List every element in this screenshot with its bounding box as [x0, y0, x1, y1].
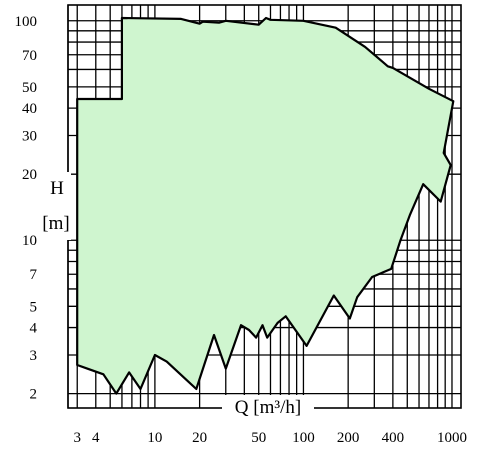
x-tick-label: 200 — [337, 430, 360, 446]
y-tick-label: 100 — [15, 14, 38, 30]
x-tick-label: 20 — [192, 430, 207, 446]
x-tick-label: 400 — [382, 430, 405, 446]
y-axis-title-group: H [m] — [41, 172, 71, 240]
y-tick-label: 7 — [30, 267, 38, 283]
y-axis-title-unit: [m] — [42, 213, 69, 234]
y-tick-label: 5 — [30, 299, 38, 315]
y-tick-label: 70 — [22, 48, 37, 64]
x-axis-title: Q [m³/h] — [235, 397, 301, 418]
performance-envelope-area — [76, 16, 455, 395]
y-tick-label: 3 — [30, 348, 38, 364]
x-tick-label: 100 — [292, 430, 315, 446]
x-tick-labels: 3 4 10 20 50 100 200 400 1000 — [73, 430, 467, 446]
x-tick-label: 50 — [251, 430, 266, 446]
y-tick-label: 50 — [22, 80, 37, 96]
y-tick-labels: 2 3 4 5 7 10 20 30 40 50 70 100 — [15, 14, 38, 403]
x-axis-title-background — [222, 395, 314, 419]
x-axis-title-group: Q [m³/h] — [222, 395, 314, 419]
y-tick-label: 2 — [30, 387, 38, 403]
y-tick-label: 30 — [22, 129, 37, 145]
y-tick-label: 10 — [22, 233, 37, 249]
y-axis-title-background — [41, 172, 71, 240]
y-tick-label: 4 — [30, 321, 38, 337]
x-tick-label: 3 — [73, 430, 81, 446]
x-tick-label: 1000 — [437, 430, 467, 446]
y-tick-label: 20 — [22, 167, 37, 183]
y-tick-label: 40 — [22, 101, 37, 117]
x-tick-label: 4 — [92, 430, 100, 446]
y-axis-title-symbol: H — [50, 178, 64, 199]
x-tick-label: 10 — [147, 430, 162, 446]
